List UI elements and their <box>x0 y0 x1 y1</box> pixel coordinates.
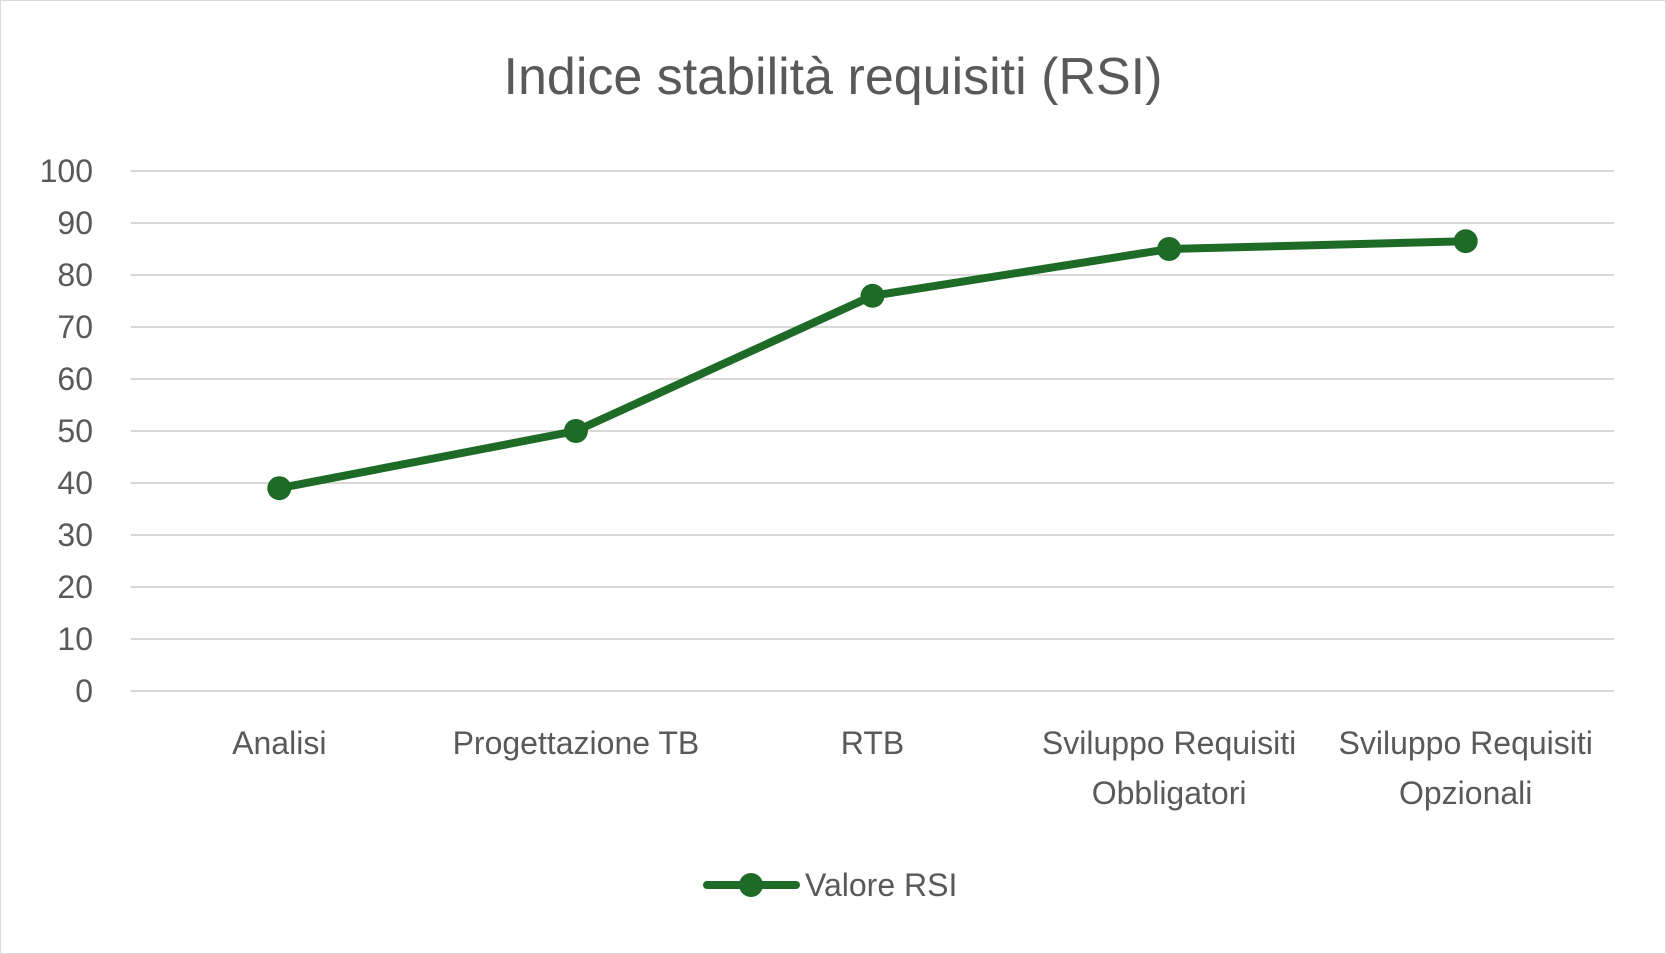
legend-label: Valore RSI <box>805 867 957 903</box>
data-point[interactable] <box>1453 229 1478 254</box>
y-tick-label: 40 <box>57 465 93 501</box>
chart-title: Indice stabilità requisiti (RSI) <box>504 48 1163 106</box>
x-tick-label: RTB <box>841 725 904 761</box>
y-axis: 0 10 20 30 40 50 60 70 80 90 100 <box>40 153 93 709</box>
x-tick-label-line: Analisi <box>232 725 326 761</box>
y-tick-label: 10 <box>57 621 93 657</box>
y-tick-label: 80 <box>57 257 93 293</box>
legend[interactable]: Valore RSI <box>703 867 957 903</box>
legend-marker <box>739 873 763 897</box>
y-tick-label: 70 <box>57 309 93 345</box>
data-point[interactable] <box>267 476 292 501</box>
y-tick-label: 90 <box>57 205 93 241</box>
y-tick-label: 50 <box>57 413 93 449</box>
y-tick-label: 20 <box>57 569 93 605</box>
plot-area <box>267 229 1478 501</box>
x-tick-label-line: Progettazione TB <box>453 725 700 761</box>
y-tick-label: 30 <box>57 517 93 553</box>
x-tick-label-line: Obbligatori <box>1092 775 1247 811</box>
x-tick-label: Sviluppo Requisiti Obbligatori <box>1042 725 1296 811</box>
x-tick-label-line: Opzionali <box>1399 775 1532 811</box>
data-point[interactable] <box>860 283 885 308</box>
x-tick-label: Progettazione TB <box>453 725 700 761</box>
x-tick-label-line: Sviluppo Requisiti <box>1339 725 1593 761</box>
x-tick-label-line: Sviluppo Requisiti <box>1042 725 1296 761</box>
y-tick-label: 100 <box>40 153 93 189</box>
y-tick-label: 60 <box>57 361 93 397</box>
x-axis: Analisi Progettazione TB RTB Sviluppo Requi… <box>232 725 1593 811</box>
x-tick-label-line: RTB <box>841 725 904 761</box>
data-point[interactable] <box>1157 237 1182 261</box>
x-tick-label: Analisi <box>232 725 326 761</box>
gridlines <box>131 170 1614 692</box>
x-tick-label: Sviluppo Requisiti Opzionali <box>1339 725 1593 811</box>
data-point[interactable] <box>563 419 588 443</box>
series-line <box>275 237 1470 493</box>
y-tick-label: 0 <box>75 673 93 709</box>
